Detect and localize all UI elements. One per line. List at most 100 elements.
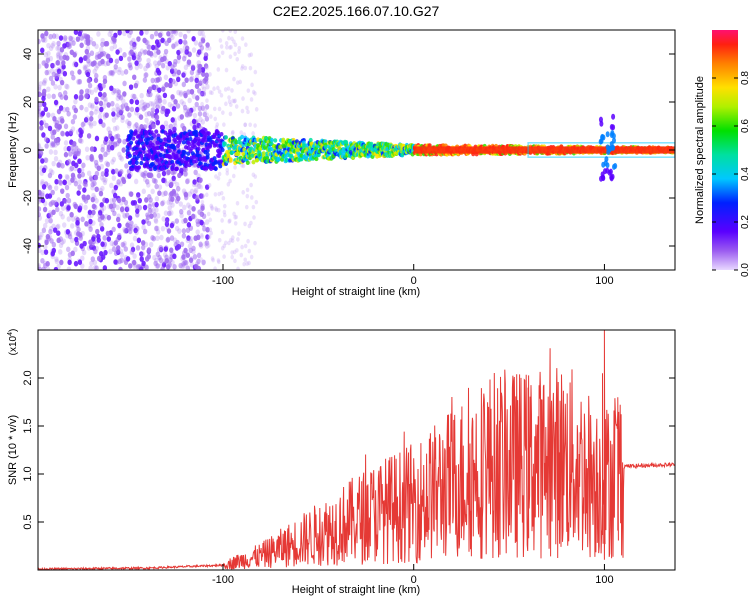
heat-cell (104, 136, 109, 142)
heat-cell (131, 260, 136, 266)
heat-cell (166, 199, 171, 206)
heat-cell (163, 48, 169, 55)
x-tick-label: -100 (212, 574, 234, 586)
heat-cell (99, 106, 104, 113)
heat-cell (136, 237, 142, 244)
spectrogram-axes: -100 0 100 -40 -20 0 20 40 (22, 48, 675, 287)
heat-cell (173, 68, 178, 74)
heat-cell (611, 113, 616, 120)
heat-cell (141, 219, 146, 225)
heat-cell (64, 173, 70, 180)
heat-cell (43, 106, 49, 112)
heat-cell (108, 30, 114, 34)
heat-cell (79, 35, 84, 41)
heat-cell (89, 146, 95, 152)
heat-cell (160, 225, 166, 232)
heat-cell (197, 67, 202, 74)
heat-cell (104, 168, 109, 174)
heat-cell (144, 117, 149, 124)
heat-cell (44, 30, 49, 37)
heat-cell (170, 259, 175, 266)
heat-cell (187, 141, 192, 147)
heat-cell (163, 74, 169, 81)
heat-cell (128, 84, 134, 90)
heat-cell (159, 261, 165, 268)
heat-cell (348, 150, 353, 155)
heat-cell (66, 246, 71, 253)
heat-cell (184, 49, 189, 55)
heat-cell (161, 177, 166, 184)
heat-cell (164, 218, 169, 225)
heat-cell (99, 222, 104, 228)
heat-cell (167, 261, 172, 268)
heat-cell (132, 235, 138, 242)
heat-cell (605, 167, 610, 174)
heat-cell (51, 62, 56, 69)
heat-cell (118, 154, 123, 161)
heat-cell (230, 88, 234, 93)
heat-cell (146, 137, 151, 142)
heat-cell (129, 49, 134, 55)
heat-cell (142, 204, 148, 211)
heat-core-band (413, 146, 675, 154)
heat-cell (63, 52, 69, 58)
heat-cell (228, 218, 232, 224)
spectrogram-xlabel: Height of straight line (km) (292, 286, 420, 298)
heat-cell (74, 145, 79, 151)
heat-cell (79, 129, 84, 135)
heat-cell (86, 57, 91, 64)
heat-cell (164, 221, 170, 227)
spectrogram-panel: -100 0 100 -40 -20 0 20 40 Height of straight l… (7, 29, 676, 298)
heat-cell (115, 87, 120, 94)
heat-cell (210, 90, 214, 96)
heat-cell (58, 180, 63, 186)
heat-cell (308, 137, 313, 143)
heat-cell (84, 39, 89, 46)
heat-cell (122, 91, 127, 97)
heat-cell (43, 157, 49, 164)
heat-cell (243, 65, 248, 71)
heat-cell (171, 43, 176, 50)
heat-cell (232, 76, 236, 82)
heat-cell (220, 50, 225, 56)
heat-cell (163, 137, 168, 142)
heat-cell (38, 264, 41, 270)
heat-cell (119, 252, 125, 258)
heat-cell (608, 168, 613, 175)
heat-cell (71, 40, 76, 46)
heat-cell (40, 47, 45, 54)
heat-cell (224, 67, 229, 73)
heat-cell (194, 261, 200, 267)
heat-cell (228, 54, 233, 60)
heat-cell (243, 243, 248, 249)
heat-cell (201, 86, 207, 93)
heat-cell (50, 80, 56, 86)
heat-cell (115, 95, 121, 102)
heat-cell (84, 146, 90, 153)
heat-cell (177, 115, 182, 121)
heat-cell (199, 31, 204, 37)
heat-cell (100, 146, 105, 153)
heat-cell (240, 36, 245, 41)
heat-cell (276, 156, 281, 161)
heat-cell (43, 77, 48, 84)
heat-cell (58, 35, 64, 41)
heat-cell (176, 244, 181, 251)
heat-cell (150, 235, 155, 241)
heat-cell (135, 194, 141, 200)
heat-cell (216, 130, 221, 135)
heat-cell (203, 63, 209, 69)
heat-cell (243, 122, 248, 128)
heat-cell (48, 228, 53, 235)
heat-cell (208, 90, 213, 95)
heat-cell (172, 145, 177, 151)
heat-cell (176, 195, 181, 202)
heat-cell (84, 221, 89, 227)
heat-cell (39, 170, 44, 176)
heat-cell (141, 188, 146, 195)
heat-cell (139, 251, 144, 257)
heat-cell (80, 255, 85, 262)
heat-cell (165, 163, 170, 169)
heat-cell (54, 33, 60, 40)
heat-cell (138, 104, 143, 110)
